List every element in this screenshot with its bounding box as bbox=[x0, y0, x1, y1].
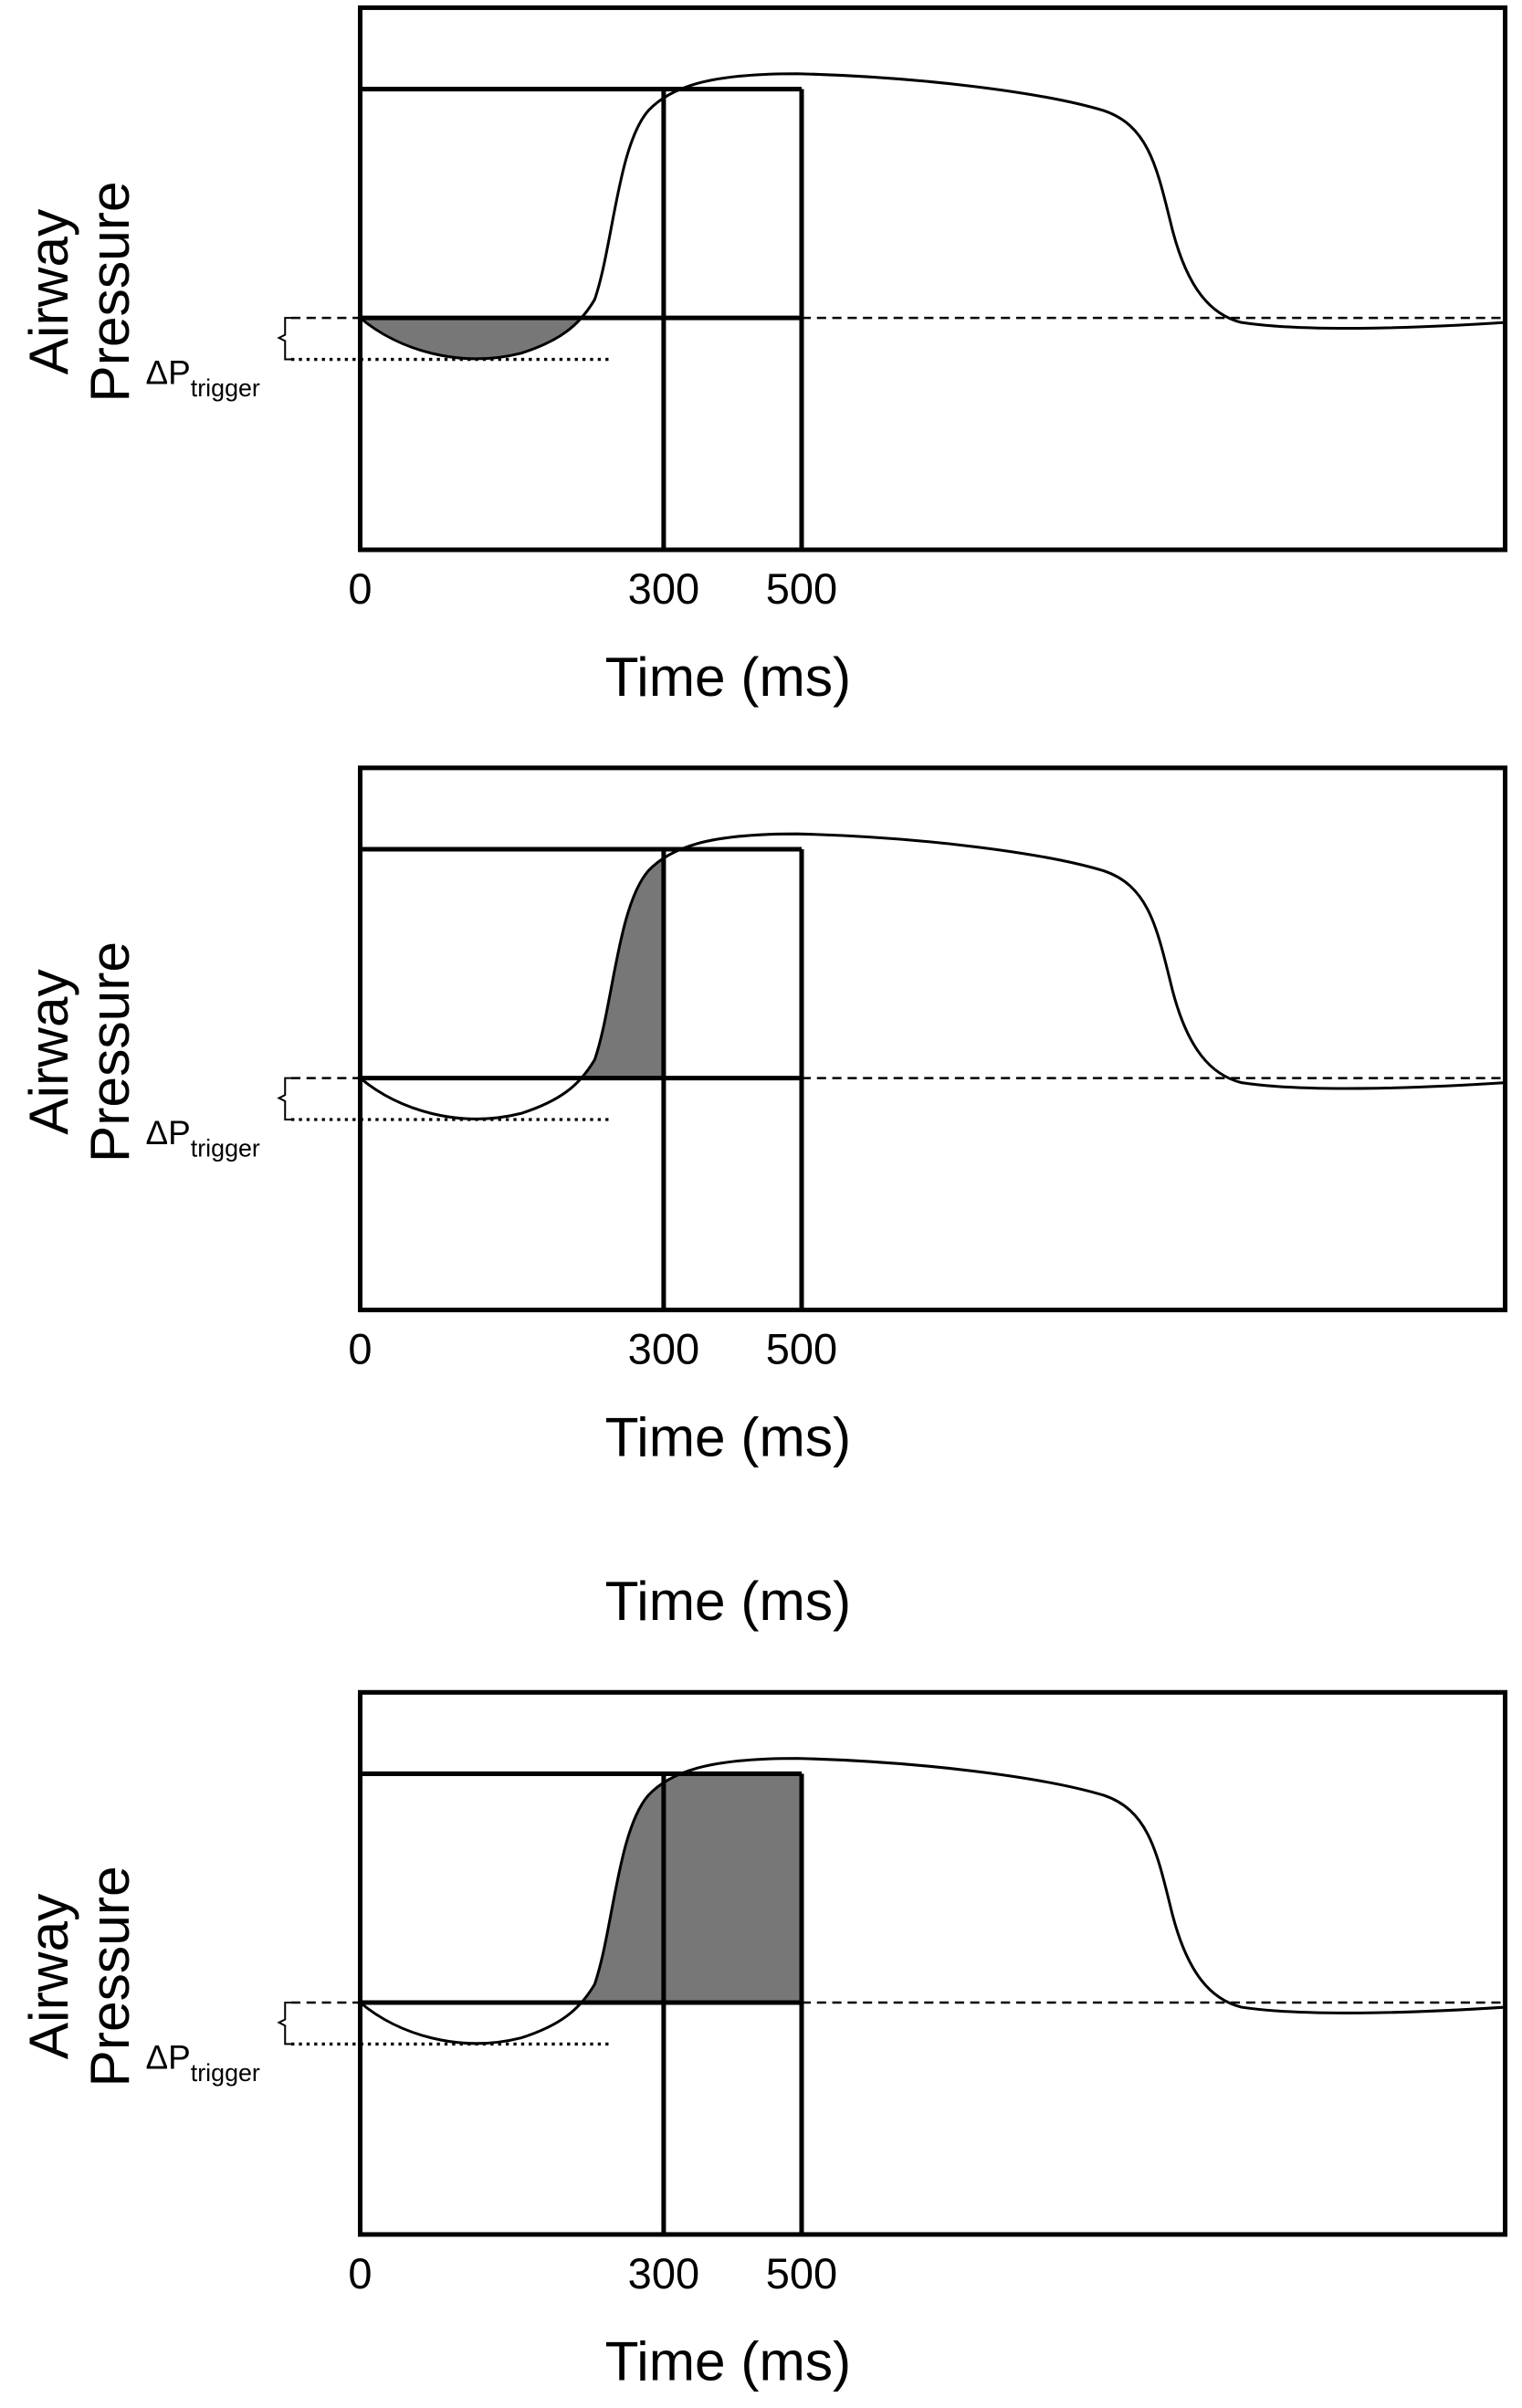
trigger-bracket bbox=[277, 1077, 295, 1121]
x-tick-label: 300 bbox=[628, 1324, 699, 1372]
x-tick-label: 500 bbox=[766, 2249, 837, 2298]
x-tick-label: 500 bbox=[766, 1324, 837, 1372]
delta-symbol: ΔP bbox=[145, 353, 190, 391]
y-axis-label: Airway bbox=[17, 968, 79, 1134]
delta-label: ΔPtrigger bbox=[145, 2038, 259, 2086]
x-tick-label: 300 bbox=[628, 2249, 699, 2298]
x-tick-label: 0 bbox=[348, 564, 372, 613]
x-tick-label: 500 bbox=[766, 564, 837, 613]
trigger-bracket bbox=[277, 2002, 295, 2045]
plot-frame bbox=[357, 5, 1508, 552]
x-tick-label: 300 bbox=[628, 564, 699, 613]
delta-label: ΔPtrigger bbox=[145, 353, 259, 401]
panel: 0 300 500 Time (ms) Airway Pressure ΔPtrigger bbox=[17, 1689, 1508, 2392]
y-axis-label: Pressure bbox=[79, 181, 141, 402]
shaded-area bbox=[360, 318, 606, 359]
delta-label: ΔPtrigger bbox=[145, 1114, 259, 1162]
x-axis-label: Time (ms) bbox=[605, 646, 852, 708]
x-tick-label: 0 bbox=[348, 1324, 372, 1372]
shaded-area bbox=[581, 857, 664, 1078]
y-axis-label: Pressure bbox=[79, 1866, 141, 2087]
plot-frame bbox=[357, 765, 1508, 1313]
x-axis-label: Time (ms) bbox=[605, 1405, 852, 1467]
delta-subscript: trigger bbox=[191, 2059, 260, 2087]
pressure-curve bbox=[359, 1757, 1506, 2045]
x-tick-label: 0 bbox=[348, 2249, 372, 2298]
shaded-area bbox=[574, 1773, 802, 2003]
panel: 0 300 500 Time (ms) Airway Pressure ΔPtrigger bbox=[17, 765, 1508, 1467]
delta-symbol: ΔP bbox=[145, 2038, 190, 2076]
delta-subscript: trigger bbox=[191, 374, 260, 402]
plot-frame bbox=[357, 1689, 1508, 2237]
x-axis-label: Time (ms) bbox=[605, 2330, 852, 2392]
pressure-curve bbox=[359, 72, 1506, 361]
trigger-bracket bbox=[277, 317, 295, 361]
y-axis-label: Airway bbox=[17, 208, 79, 374]
panel: 0 300 500 Time (ms) Airway Pressure ΔPtrigger bbox=[17, 5, 1508, 708]
extra-axis-label: Time (ms) bbox=[605, 1570, 852, 1632]
delta-subscript: trigger bbox=[191, 1134, 260, 1162]
y-axis-label: Airway bbox=[17, 1893, 79, 2059]
delta-symbol: ΔP bbox=[145, 1114, 190, 1151]
pressure-curve bbox=[359, 832, 1506, 1120]
y-axis-label: Pressure bbox=[79, 941, 141, 1162]
